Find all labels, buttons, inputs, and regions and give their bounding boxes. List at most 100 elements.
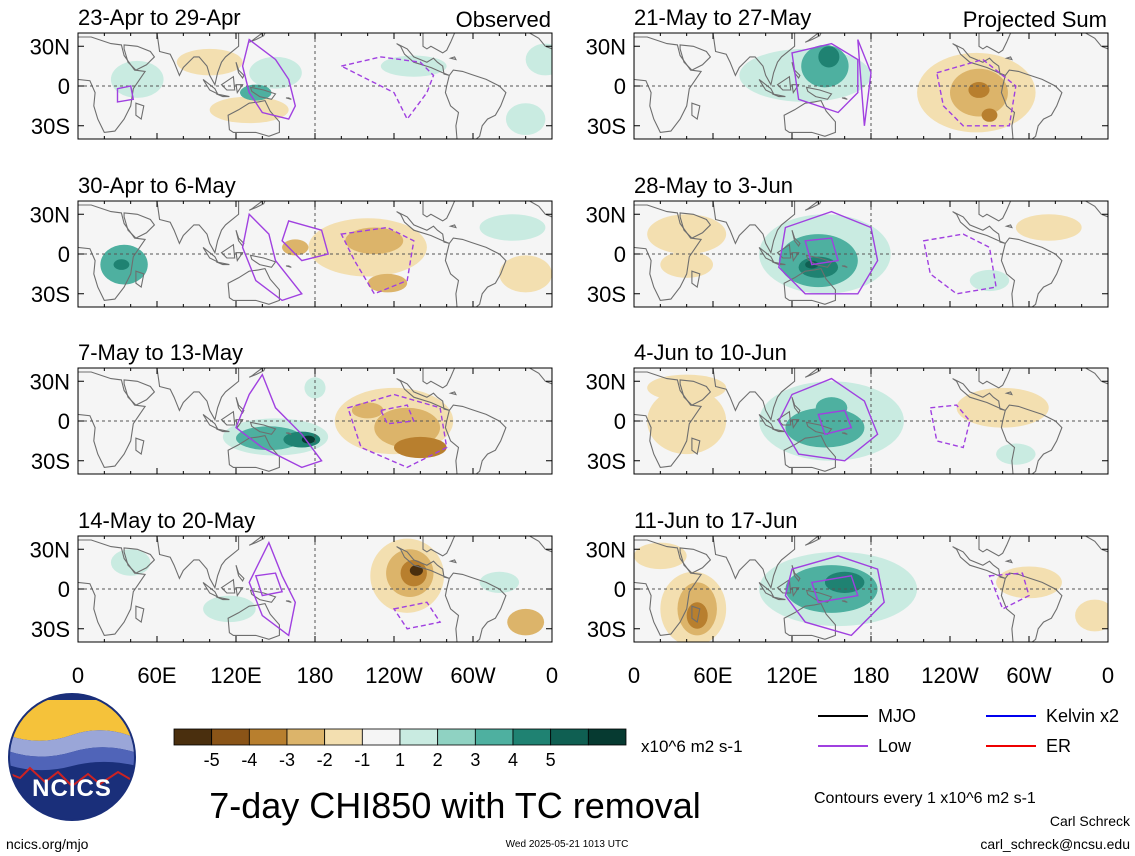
- mjo-low-contour: [241, 38, 297, 120]
- y-tick-label: 0: [614, 74, 626, 99]
- coastline: [783, 99, 836, 137]
- colorbar-label: -1: [354, 750, 370, 770]
- x-tick-label: 120W: [365, 663, 423, 688]
- coastline: [220, 75, 236, 91]
- colorbar-swatch: [437, 728, 476, 746]
- colorbar-label: -3: [279, 750, 295, 770]
- coastline: [227, 602, 280, 640]
- mjo-low-contour: [778, 377, 879, 462]
- anomaly-blob: [647, 374, 727, 402]
- coastline: [978, 201, 1012, 222]
- mjo-low-contour: [116, 85, 135, 103]
- coastline: [422, 536, 456, 557]
- map-panel: 30N 0 30S 14-May to 20-May: [30, 508, 553, 643]
- coastline: [841, 265, 848, 268]
- x-tick-label: 0: [546, 663, 558, 688]
- coastline: [805, 254, 833, 268]
- panel-date-label: 4-Jun to 10-Jun: [634, 340, 787, 365]
- mjo-low-contour: [248, 540, 297, 637]
- coastline: [712, 536, 796, 590]
- coastline: [691, 102, 701, 121]
- legend-label: MJO: [878, 706, 916, 726]
- legend: MJO Kelvin x2 Low ER: [818, 706, 1119, 756]
- anomaly-blob: [249, 56, 302, 89]
- panel-date-label: 11-Jun to 17-Jun: [634, 508, 797, 533]
- coastline: [444, 404, 507, 474]
- coastline: [804, 536, 822, 546]
- anomaly-blob: [969, 269, 1010, 292]
- coastline: [448, 224, 457, 229]
- coastline: [679, 44, 712, 71]
- y-tick-label: 0: [58, 242, 70, 267]
- coastline: [791, 84, 800, 95]
- anomaly-blob: [345, 227, 404, 254]
- coastline: [791, 397, 801, 415]
- x-tick-label: 120E: [766, 663, 817, 688]
- mjo-low-contour: [791, 42, 859, 114]
- coastline: [422, 368, 456, 389]
- coastline: [422, 33, 456, 54]
- coastline: [216, 428, 230, 433]
- anomaly-blob: [686, 602, 708, 629]
- coastline: [805, 589, 833, 603]
- coastline: [776, 410, 792, 426]
- mjo-low-contour: [392, 601, 442, 630]
- anomaly-blob: [798, 256, 839, 278]
- y-tick-label: 30S: [587, 114, 626, 139]
- coastline: [249, 254, 277, 268]
- y-tick-label: 30N: [30, 537, 70, 562]
- coastline: [123, 379, 156, 406]
- coastline: [783, 602, 836, 640]
- coastline: [952, 546, 1006, 579]
- coastline: [1004, 224, 1013, 229]
- x-tick-label: 0: [1102, 663, 1114, 688]
- anomaly-blob: [283, 431, 321, 448]
- coastline: [249, 421, 277, 435]
- anomaly-blob: [818, 46, 840, 68]
- anomaly-blob: [1075, 599, 1108, 632]
- mjo-low-contour: [935, 58, 1017, 127]
- anomaly-blob: [176, 48, 243, 76]
- coastline: [285, 97, 292, 100]
- coastline: [235, 587, 244, 598]
- mjo-low-contour: [988, 572, 1030, 610]
- y-tick-label: 30N: [30, 34, 70, 59]
- coastline: [772, 428, 786, 433]
- coastline: [285, 265, 292, 268]
- mjo-low-contour: [857, 39, 872, 126]
- coastline: [978, 536, 1012, 557]
- mjo-low-contour: [804, 237, 839, 266]
- coastline: [712, 33, 796, 87]
- author: Carl Schreck: [1050, 813, 1131, 829]
- panel-date-label: 7-May to 13-May: [78, 340, 243, 365]
- legend-label: ER: [1046, 736, 1071, 756]
- coastline: [444, 237, 507, 307]
- y-tick-label: 30S: [31, 617, 70, 642]
- coastline: [679, 212, 712, 239]
- anomaly-blob: [479, 214, 546, 241]
- coastline: [135, 437, 145, 456]
- colorbar-label: -5: [204, 750, 220, 770]
- coastline: [634, 204, 703, 301]
- panel-date-label: 14-May to 20-May: [78, 508, 255, 533]
- y-tick-label: 30S: [587, 449, 626, 474]
- y-tick-label: 30S: [587, 282, 626, 307]
- column-label: Projected Sum: [963, 7, 1107, 32]
- colorbar-label: 1: [395, 750, 405, 770]
- map-panel: 30N 0 30S 28-May to 3-Jun: [586, 173, 1109, 308]
- units-label: x10^6 m2 s-1: [641, 737, 743, 756]
- coastline: [444, 572, 507, 642]
- colorbar-swatch: [361, 728, 401, 746]
- coastline: [216, 596, 230, 601]
- mjo-low-contour: [340, 226, 415, 295]
- coastline: [841, 600, 848, 603]
- coastline: [227, 267, 280, 305]
- colorbar-label: 3: [470, 750, 480, 770]
- coastline: [783, 434, 836, 472]
- anomaly-blob: [956, 387, 1049, 428]
- coastline: [156, 536, 240, 590]
- x-tick-label: 60E: [693, 663, 732, 688]
- coastline: [396, 211, 450, 244]
- coastline: [791, 230, 801, 248]
- coastline: [679, 547, 712, 574]
